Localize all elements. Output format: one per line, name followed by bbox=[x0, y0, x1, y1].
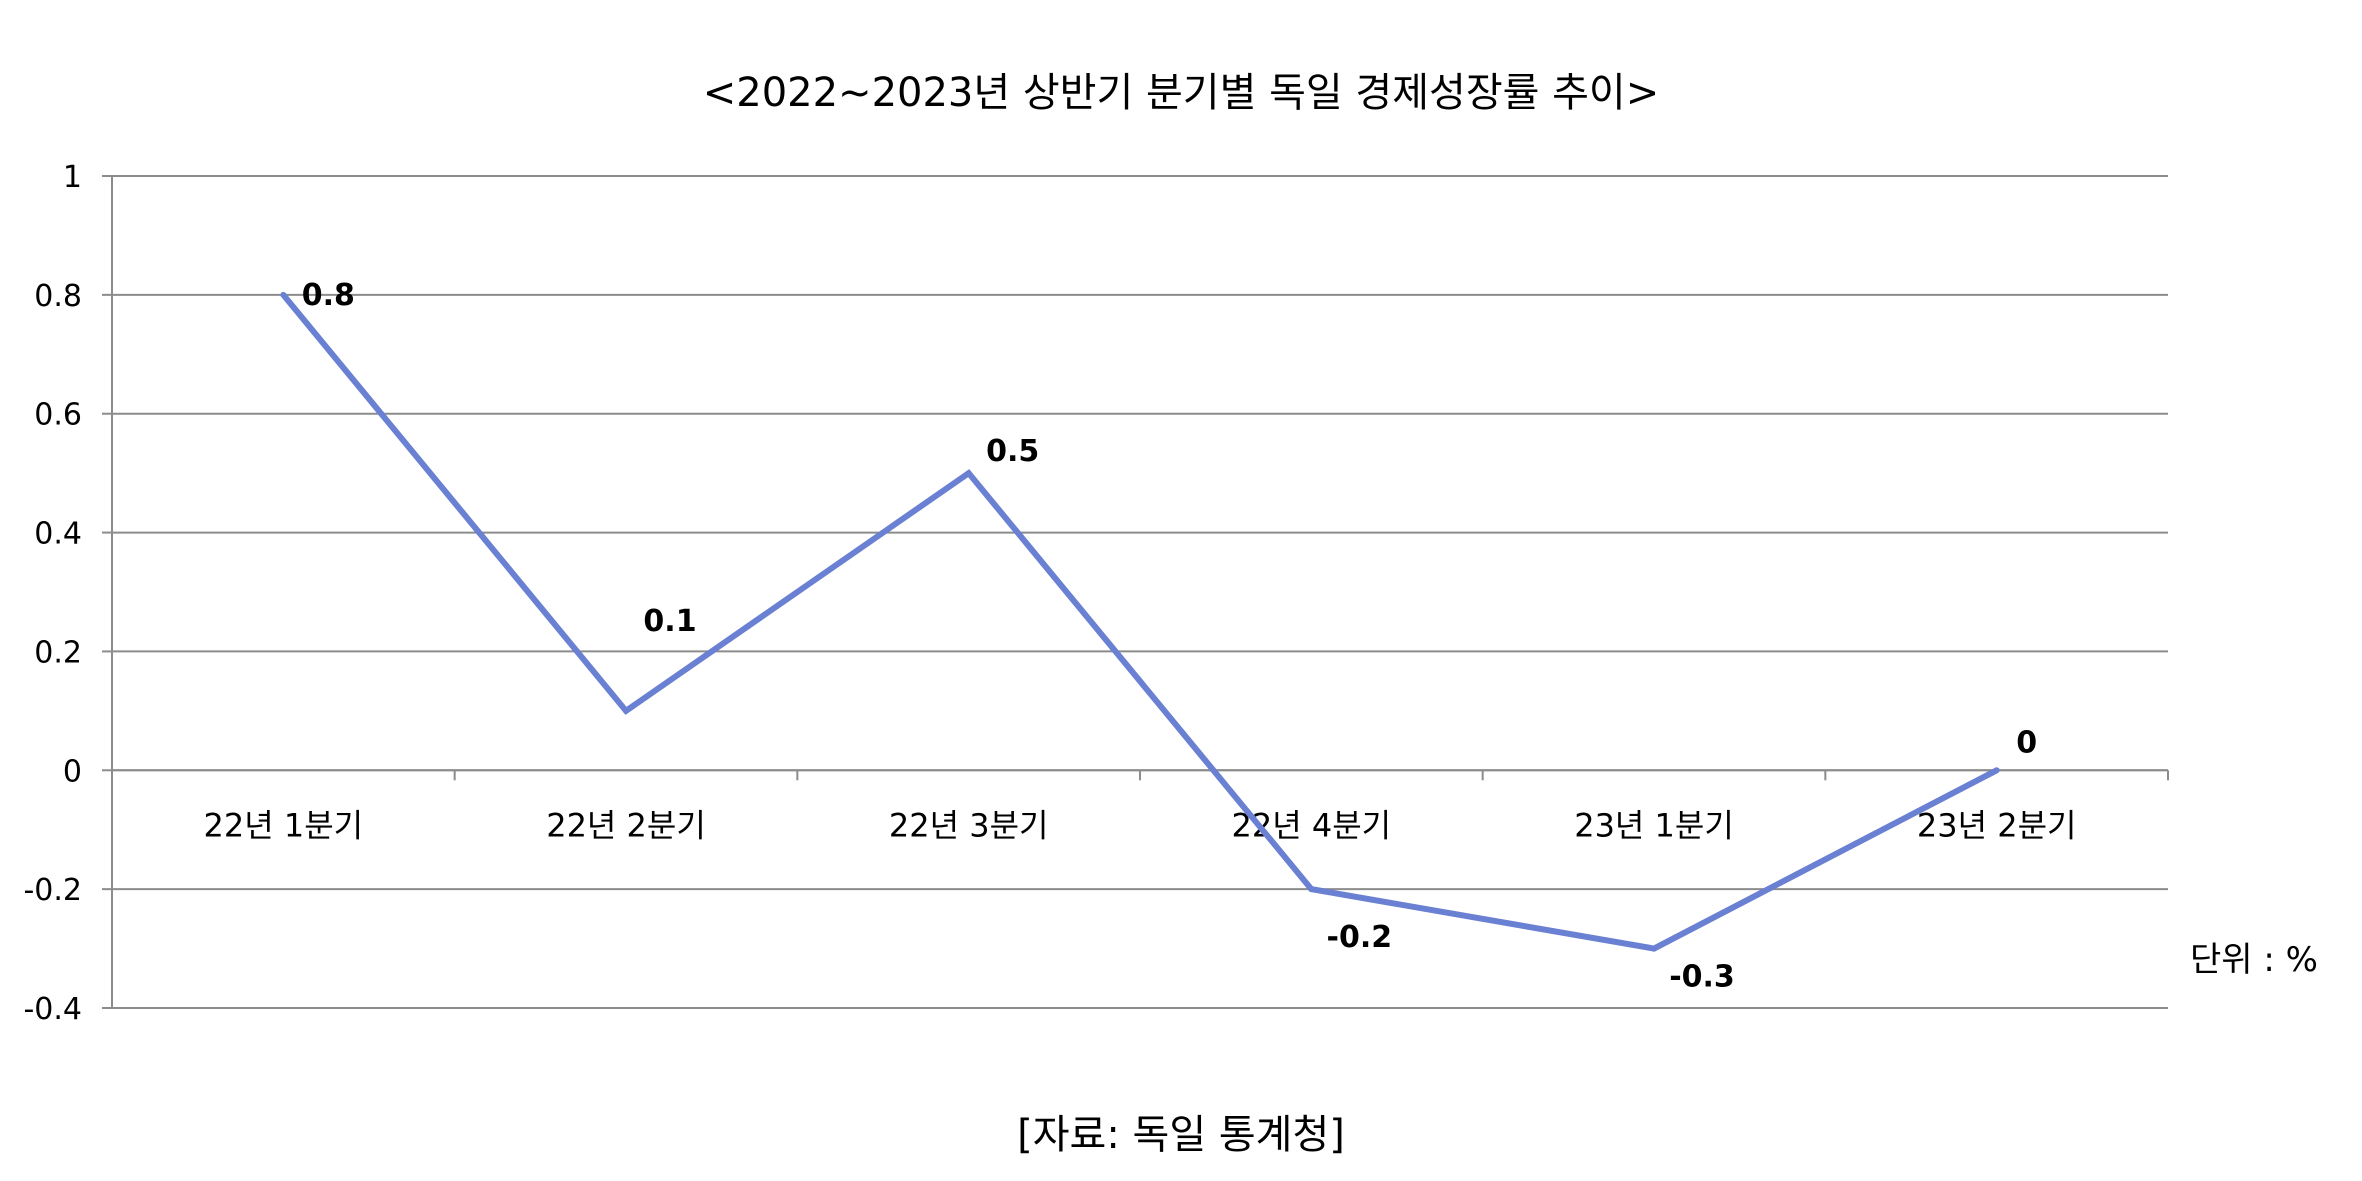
y-tick-label: 0.6 bbox=[34, 398, 82, 433]
data-label: -0.2 bbox=[1327, 920, 1393, 955]
x-axis-tick-labels: 22년 1분기 22년 2분기 22년 3분기 22년 4분기 23년 1분기 23년 2… bbox=[204, 806, 2077, 844]
y-tick-label: 0.2 bbox=[34, 635, 82, 670]
y-tick-label: 0.4 bbox=[34, 517, 82, 552]
unit-label: 단위 : % bbox=[2190, 940, 2318, 980]
data-label: -0.3 bbox=[1669, 960, 1735, 995]
y-tick-label: 1 bbox=[63, 160, 82, 195]
source-label: [자료: 독일 통계청] bbox=[1017, 1112, 1345, 1158]
y-tick-label: -0.4 bbox=[23, 992, 82, 1027]
axes bbox=[102, 175, 2169, 1009]
x-tick-label: 22년 2분기 bbox=[546, 806, 706, 844]
x-tick-label: 23년 2분기 bbox=[1917, 806, 2077, 844]
x-tick-label: 22년 3분기 bbox=[889, 806, 1049, 844]
chart-title: <2022~2023년 상반기 분기별 독일 경제성장률 추이> bbox=[702, 70, 1660, 116]
data-label: 0.8 bbox=[302, 278, 355, 313]
y-tick-label: 0.8 bbox=[34, 279, 82, 314]
y-tick-label: 0 bbox=[63, 754, 82, 789]
data-point bbox=[280, 291, 287, 298]
series-layer bbox=[280, 291, 2000, 952]
data-label: 0.1 bbox=[643, 604, 696, 639]
y-axis-tick-labels: 1 0.8 0.6 0.4 0.2 0 -0.2 -0.4 bbox=[23, 160, 82, 1027]
data-label: 0 bbox=[2016, 725, 2037, 760]
data-point bbox=[1308, 886, 1315, 893]
data-label: 0.5 bbox=[986, 434, 1039, 469]
x-tick-label: 22년 1분기 bbox=[204, 806, 364, 844]
series-line bbox=[281, 292, 1999, 952]
data-point bbox=[623, 707, 629, 714]
data-point bbox=[1993, 767, 2000, 774]
data-labels: 0.8 0.1 0.5 -0.2 -0.3 0 bbox=[302, 278, 2037, 995]
data-point bbox=[1651, 945, 1657, 952]
y-tick-label: -0.2 bbox=[23, 873, 82, 908]
data-point bbox=[965, 470, 972, 477]
gridlines bbox=[112, 175, 2168, 1009]
x-tick-label: 23년 1분기 bbox=[1574, 806, 1734, 844]
